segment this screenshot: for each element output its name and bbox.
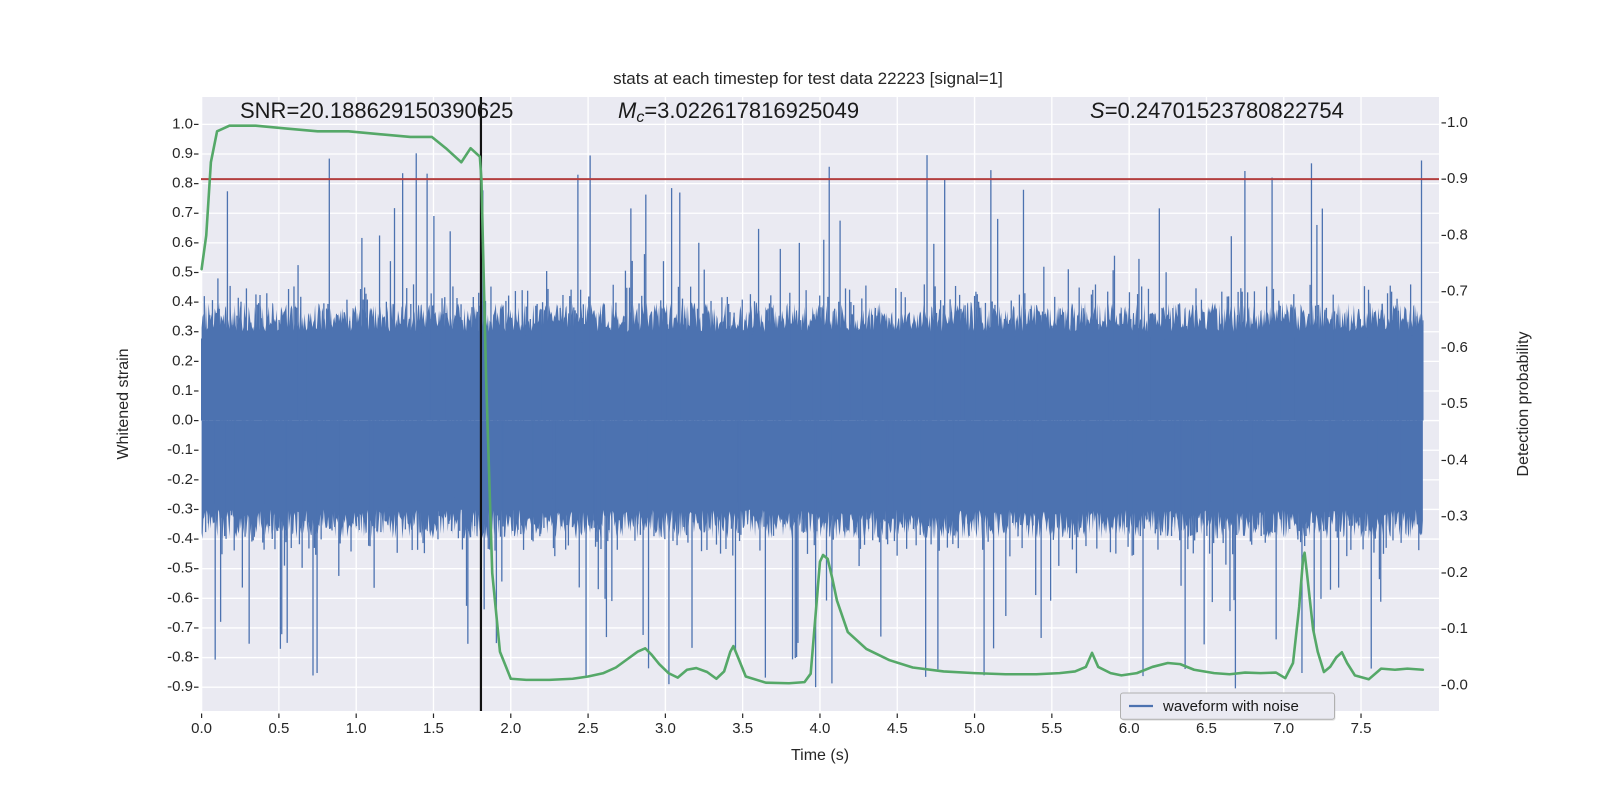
svg-text:0.6: 0.6: [172, 234, 193, 251]
svg-text:7.5: 7.5: [1351, 720, 1372, 737]
svg-text:1.0: 1.0: [172, 115, 193, 132]
svg-text:0.3: 0.3: [172, 323, 193, 340]
svg-text:0.8: 0.8: [172, 175, 193, 192]
svg-text:0.5: 0.5: [1447, 395, 1468, 412]
svg-text:6.5: 6.5: [1196, 720, 1217, 737]
svg-text:0.4: 0.4: [172, 293, 193, 310]
svg-text:7.0: 7.0: [1273, 720, 1294, 737]
svg-text:0.4: 0.4: [1447, 451, 1468, 468]
svg-text:0.0: 0.0: [1447, 676, 1468, 693]
svg-text:0.1: 0.1: [172, 382, 193, 399]
svg-text:0.7: 0.7: [1447, 283, 1468, 300]
svg-text:0.5: 0.5: [172, 263, 193, 280]
svg-text:0.0: 0.0: [172, 412, 193, 429]
svg-text:3.0: 3.0: [655, 720, 676, 737]
svg-text:Whitened strain: Whitened strain: [115, 348, 132, 459]
svg-text:0.2: 0.2: [1447, 564, 1468, 581]
svg-text:5.0: 5.0: [964, 720, 985, 737]
svg-text:4.0: 4.0: [810, 720, 831, 737]
svg-text:3.5: 3.5: [732, 720, 753, 737]
svg-text:-0.1: -0.1: [167, 441, 193, 458]
svg-text:waveform with noise: waveform with noise: [1162, 698, 1299, 715]
svg-text:0.5: 0.5: [268, 720, 289, 737]
svg-text:0.8: 0.8: [1447, 226, 1468, 243]
svg-text:0.0: 0.0: [191, 720, 212, 737]
svg-text:0.9: 0.9: [172, 145, 193, 162]
svg-text:Time (s): Time (s): [791, 747, 849, 764]
svg-text:2.5: 2.5: [578, 720, 599, 737]
svg-text:-0.3: -0.3: [167, 500, 193, 517]
svg-text:S=0.24701523780822754: S=0.24701523780822754: [1090, 98, 1344, 123]
svg-text:-0.8: -0.8: [167, 649, 193, 666]
svg-text:Detection probability: Detection probability: [1515, 332, 1532, 477]
svg-text:-0.2: -0.2: [167, 471, 193, 488]
svg-text:-0.6: -0.6: [167, 589, 193, 606]
svg-text:1.0: 1.0: [346, 720, 367, 737]
svg-text:-0.9: -0.9: [167, 678, 193, 695]
svg-text:Mc=3.022617816925049: Mc=3.022617816925049: [618, 98, 859, 126]
svg-text:SNR=20.188629150390625: SNR=20.188629150390625: [240, 98, 513, 123]
svg-text:2.0: 2.0: [500, 720, 521, 737]
svg-text:6.0: 6.0: [1119, 720, 1140, 737]
svg-text:-0.7: -0.7: [167, 619, 193, 636]
svg-text:1.5: 1.5: [423, 720, 444, 737]
svg-text:-0.4: -0.4: [167, 530, 193, 547]
svg-text:0.1: 0.1: [1447, 620, 1468, 637]
svg-text:1.0: 1.0: [1447, 114, 1468, 131]
svg-text:-0.5: -0.5: [167, 560, 193, 577]
svg-text:stats at each timestep for tes: stats at each timestep for test data 222…: [613, 69, 1003, 88]
svg-text:0.6: 0.6: [1447, 339, 1468, 356]
svg-text:4.5: 4.5: [887, 720, 908, 737]
svg-text:5.5: 5.5: [1041, 720, 1062, 737]
svg-text:0.9: 0.9: [1447, 170, 1468, 187]
svg-text:0.3: 0.3: [1447, 508, 1468, 525]
svg-text:0.2: 0.2: [172, 352, 193, 369]
svg-text:0.7: 0.7: [172, 204, 193, 221]
